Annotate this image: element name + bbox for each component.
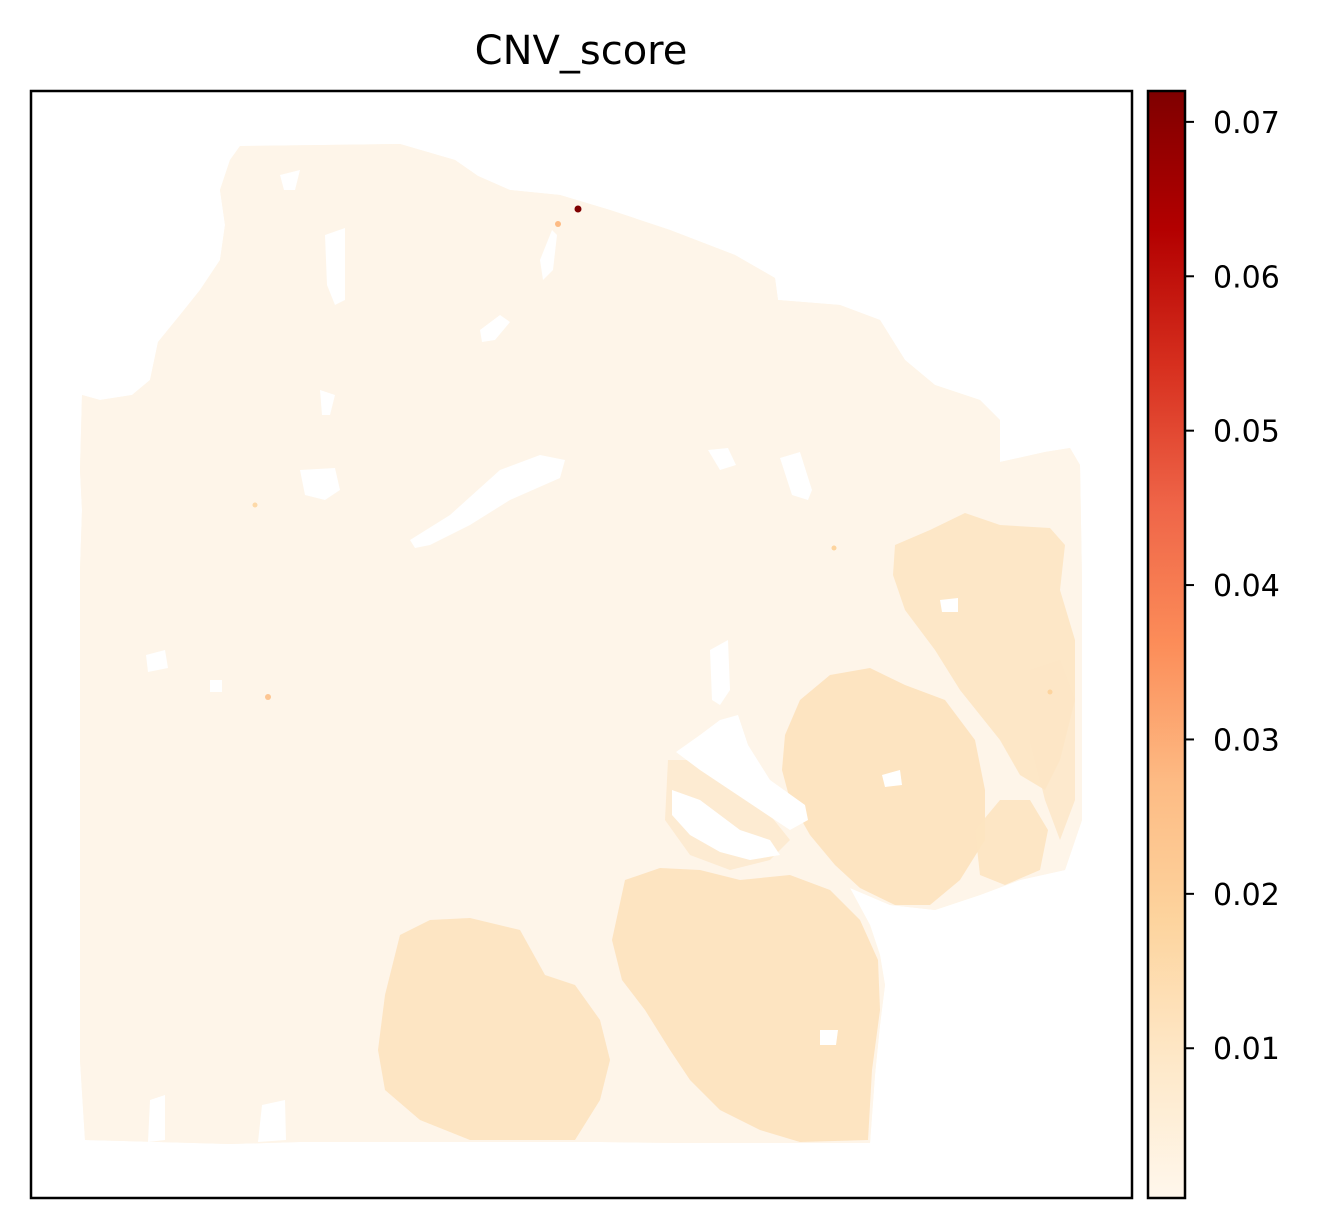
- tissue-holes: [146, 170, 958, 1142]
- colorbar-ticks: 0.01 0.02 0.03 0.04 0.05 0.06 0.07: [1185, 106, 1280, 1067]
- moderate-score-spot: [831, 545, 837, 551]
- nodule-right-upper: [893, 513, 1075, 790]
- moderate-score-spot: [252, 502, 258, 508]
- colorbar-tick-label: 0.03: [1213, 723, 1280, 758]
- chart-title: CNV_score: [475, 28, 688, 74]
- moderate-score-spot: [265, 694, 271, 700]
- colorbar-tick-label: 0.02: [1213, 878, 1280, 913]
- colorbar-gradient: [1148, 91, 1185, 1198]
- nodule-right-middle: [782, 668, 985, 905]
- nodule-regions: [378, 513, 1075, 1142]
- plot-frame: [29, 89, 1134, 1200]
- colorbar: 0.01 0.02 0.03 0.04 0.05 0.06 0.07: [1146, 89, 1280, 1200]
- colorbar-tick-label: 0.07: [1213, 106, 1280, 141]
- nodule-bottom-left: [378, 918, 610, 1140]
- moderate-score-spot: [1047, 689, 1053, 695]
- colorbar-tick-label: 0.04: [1213, 569, 1280, 604]
- colorbar-frame: [1146, 89, 1187, 1200]
- hot-spots: [252, 205, 1053, 700]
- colorbar-tick-label: 0.06: [1213, 260, 1280, 295]
- max-score-spot: [574, 205, 582, 213]
- nodule-right-edge: [1030, 660, 1075, 840]
- colorbar-tick-label: 0.01: [1213, 1032, 1280, 1067]
- nodule-right-small: [975, 800, 1048, 885]
- high-score-spot: [555, 221, 561, 227]
- nodule-bottom-center: [612, 868, 880, 1142]
- colorbar-tick-label: 0.05: [1213, 415, 1280, 450]
- tissue-section: [80, 144, 1082, 1144]
